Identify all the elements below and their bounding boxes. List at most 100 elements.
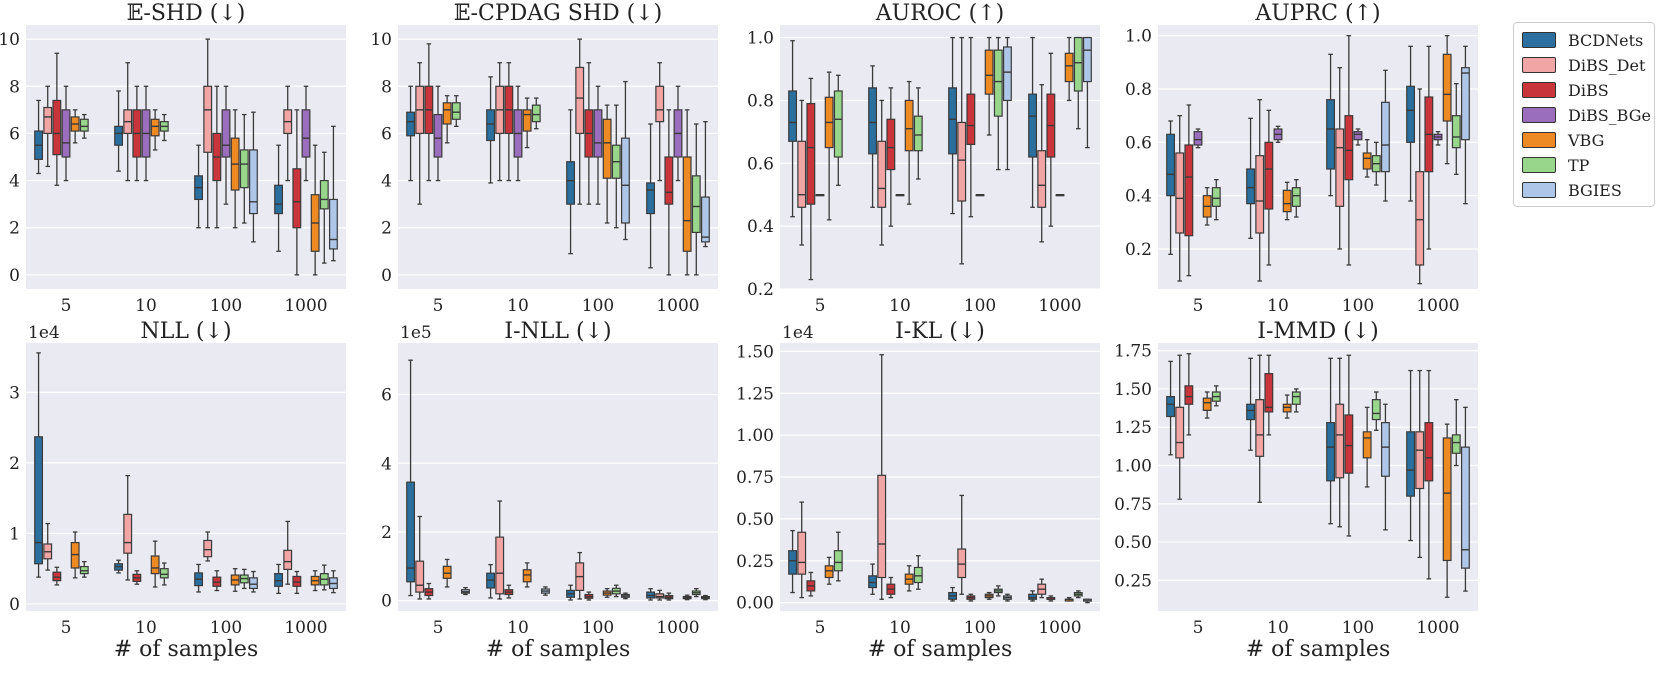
legend-label-dibs: DiBS [1568, 80, 1609, 100]
box-iqr [1460, 67, 1470, 141]
box-bcdnets-1000 [1028, 590, 1038, 602]
x-tick-label: 10 [507, 296, 529, 316]
box-dibs-det-1000 [655, 589, 665, 601]
x-tick-label: 100 [582, 296, 614, 316]
legend: BCDNets DiBS_Det DiBS DiBS_BGe VBG TP BG… [1513, 22, 1655, 207]
box-dibs-1000 [664, 109, 674, 276]
box-iqr [1326, 99, 1336, 170]
box-iqr [61, 109, 71, 158]
box-iqr [1344, 115, 1354, 181]
panel-title: I-MMD (↓) [1257, 319, 1378, 344]
box-bcdnets-10 [114, 90, 124, 172]
box-iqr [788, 550, 798, 575]
box-iqr [1246, 168, 1256, 205]
box-bgies-1000 [1460, 45, 1470, 205]
box-bcdnets-5 [1166, 360, 1176, 456]
x-tick-label: 10 [507, 618, 529, 638]
panel-title: I-NLL (↓) [504, 319, 611, 344]
box-dibs-det-5 [797, 99, 807, 246]
box-iqr [1362, 152, 1372, 170]
x-tick-label: 5 [815, 618, 826, 638]
box-vbg-1000 [1064, 596, 1074, 602]
legend-item-dibs-bge: DiBS_BGe [1522, 104, 1651, 126]
box-tp-1000 [691, 588, 701, 598]
box-iqr [123, 513, 133, 554]
box-dibs-1000 [292, 570, 302, 595]
box-dibs-det-5 [43, 85, 53, 168]
panel-auprc: 0.2 0.4 0.6 0.8 1.0 AUPRC (↑) 5 10 100 1000 [1125, 1, 1478, 316]
box-vbg-5 [442, 95, 452, 144]
box-dibs-det-1000 [283, 520, 293, 585]
box-dibs-bge-100 [221, 85, 231, 205]
y-tick-label: 0.4 [747, 217, 774, 237]
box-iqr [1193, 131, 1203, 146]
box-iqr [442, 565, 452, 579]
box-iqr [328, 198, 338, 250]
y-tick-label: 0.75 [1114, 495, 1152, 515]
box-iqr [868, 87, 878, 155]
box-vbg-1000 [1064, 36, 1074, 102]
box-dibs-bge-1000 [1433, 131, 1443, 146]
box-iqr [522, 569, 532, 583]
y-tick-label: 0.2 [747, 280, 774, 300]
box-dibs-1000 [1424, 369, 1434, 580]
box-vbg-10 [904, 565, 914, 592]
box-iqr [52, 571, 62, 582]
box-vbg-1000 [310, 144, 320, 276]
box-iqr [1406, 85, 1416, 143]
box-bgies-1000 [1082, 598, 1092, 604]
box-iqr [522, 109, 532, 132]
box-bcdnets-100 [948, 36, 958, 215]
box-tp-5 [1211, 385, 1221, 407]
box-iqr [1175, 406, 1185, 459]
box-iqr [1424, 422, 1434, 482]
box-tp-10 [1291, 179, 1301, 218]
box-tp-100 [611, 584, 621, 598]
box-iqr [34, 436, 44, 565]
box-iqr [1335, 128, 1345, 207]
y-tick-label: 4 [381, 172, 392, 192]
legend-item-vbg: VBG [1522, 129, 1604, 151]
box-iqr [203, 539, 213, 558]
box-dibs-det-100 [575, 551, 585, 600]
box-iqr [824, 565, 834, 579]
box-iqr [664, 156, 674, 205]
y-tick-label: 0.8 [747, 91, 774, 111]
panel-title: NLL (↓) [140, 319, 231, 344]
box-dibs-bge-100 [1353, 128, 1363, 146]
panel-title: 𝔼-CPDAG SHD (↓) [454, 1, 662, 26]
x-tick-label: 5 [433, 296, 444, 316]
box-iqr [486, 109, 496, 142]
box-iqr [1211, 187, 1221, 207]
panel-cpdag-shd: 0 2 4 6 8 10 𝔼-CPDAG SHD (↓) 5 10 100 1000 [370, 1, 718, 316]
box-dibs-bge-10 [141, 85, 151, 182]
box-bcdnets-1000 [1406, 369, 1416, 542]
box-dibs-100 [966, 36, 976, 218]
x-tick-label: 5 [61, 296, 72, 316]
x-tick-label: 100 [582, 618, 614, 638]
box-dibs-5 [806, 77, 816, 281]
x-tick-label: 10 [889, 618, 911, 638]
x-tick-label: 1000 [284, 296, 327, 316]
y-tick-label: 1.00 [736, 426, 774, 446]
y-tick-label: 1.50 [1114, 380, 1152, 400]
box-bgies-100 [1380, 69, 1390, 202]
box-iqr [886, 118, 896, 171]
box-dibs-det-5 [1175, 354, 1185, 500]
box-dibs-10 [504, 62, 514, 182]
box-dibs-bge-5 [815, 194, 825, 197]
box-iqr [1073, 36, 1083, 92]
box-iqr [1264, 373, 1274, 413]
y-tick-label: 0.6 [1125, 133, 1152, 153]
box-bcdnets-100 [1326, 53, 1336, 197]
box-iqr [1184, 385, 1194, 405]
box-dibs-det-100 [203, 531, 213, 562]
box-bcdnets-5 [406, 359, 416, 597]
box-dibs-det-10 [123, 474, 133, 581]
plot-background [26, 25, 346, 289]
y-tick-label: 0 [9, 595, 20, 615]
box-bcdnets-5 [406, 85, 416, 182]
box-dibs-det-5 [1175, 115, 1185, 282]
box-dibs-det-100 [1335, 67, 1345, 250]
